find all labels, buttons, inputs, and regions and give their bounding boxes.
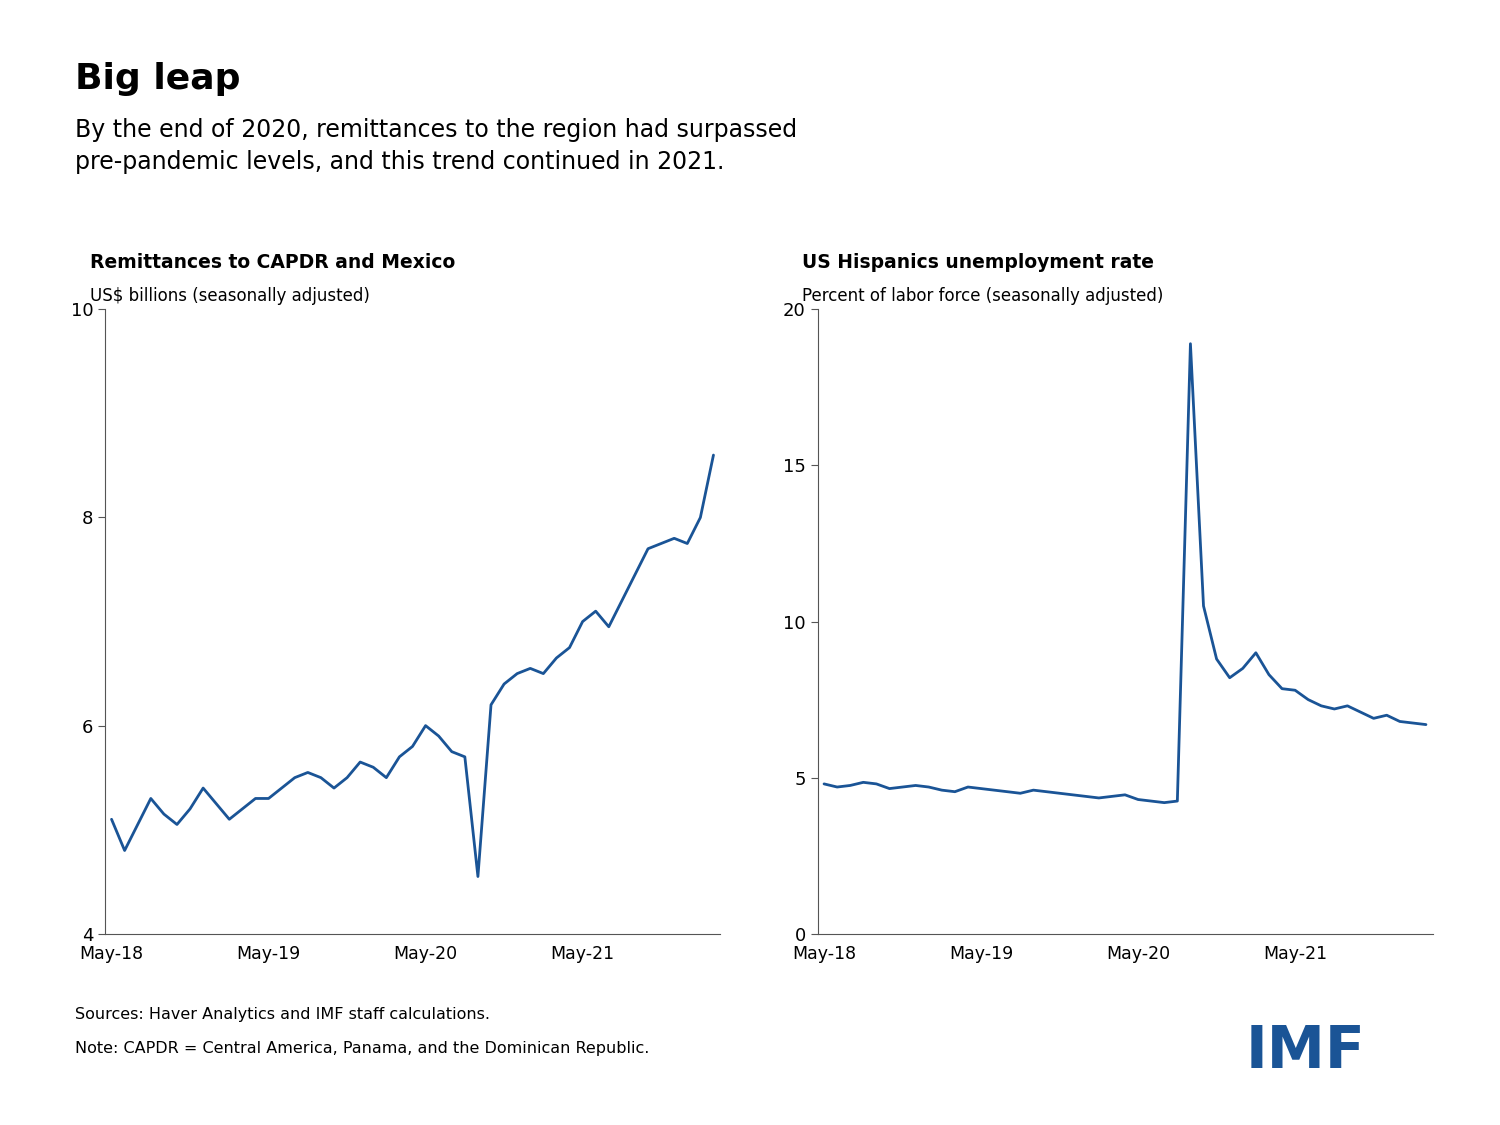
Text: IMF: IMF [1245,1024,1365,1080]
Text: Percent of labor force (seasonally adjusted): Percent of labor force (seasonally adjus… [802,287,1164,305]
Text: Big leap: Big leap [75,62,240,96]
Text: Sources: Haver Analytics and IMF staff calculations.: Sources: Haver Analytics and IMF staff c… [75,1007,491,1022]
Text: By the end of 2020, remittances to the region had surpassed
pre-pandemic levels,: By the end of 2020, remittances to the r… [75,118,797,173]
Text: US Hispanics unemployment rate: US Hispanics unemployment rate [802,253,1155,272]
Text: US$ billions (seasonally adjusted): US$ billions (seasonally adjusted) [90,287,370,305]
Text: Remittances to CAPDR and Mexico: Remittances to CAPDR and Mexico [90,253,456,272]
Text: Note: CAPDR = Central America, Panama, and the Dominican Republic.: Note: CAPDR = Central America, Panama, a… [75,1041,650,1055]
